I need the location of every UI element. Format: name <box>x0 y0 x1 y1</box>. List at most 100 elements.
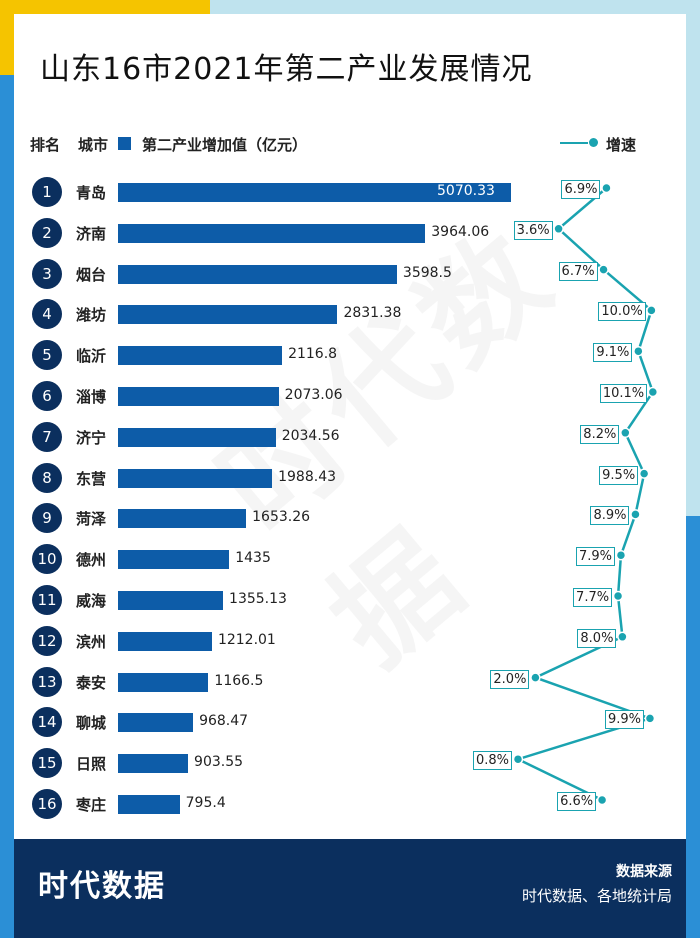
growth-value-label: 0.8% <box>473 751 513 771</box>
footer: 时代数据 数据来源 时代数据、各地统计局 <box>14 839 686 938</box>
value-bar <box>118 795 180 814</box>
value-bar <box>118 346 283 366</box>
city-label: 枣庄 <box>76 796 107 814</box>
frame-top <box>0 0 700 14</box>
growth-point <box>617 631 628 643</box>
city-label: 威海 <box>76 592 107 610</box>
city-label: 济宁 <box>76 428 107 447</box>
rank-badge: 15 <box>32 748 62 779</box>
rank-header: 排名 <box>30 136 61 154</box>
value-bar <box>118 468 273 488</box>
rank-badge: 4 <box>32 299 62 330</box>
value-label: 1355.13 <box>229 591 287 607</box>
growth-point <box>647 386 659 398</box>
rank-badge: 8 <box>32 462 62 493</box>
rank-badge: 3 <box>32 258 62 289</box>
value-label: 2034.56 <box>281 427 340 444</box>
city-label: 菏泽 <box>76 510 107 529</box>
chart-card: 时代数据 山东16市2021年第二产业发展情况 排名 城市 第二产业增加值（亿元… <box>14 14 686 839</box>
rank-badge: 5 <box>32 340 62 371</box>
value-label: 1653.26 <box>252 509 311 526</box>
value-label: 5070.33 <box>437 183 495 199</box>
value-bar <box>118 713 194 733</box>
growth-point <box>598 264 609 275</box>
city-label: 日照 <box>76 755 107 774</box>
growth-header: 增速 <box>606 136 637 154</box>
value-label: 1988.43 <box>278 468 337 485</box>
growth-legend-line <box>560 142 588 144</box>
value-label: 3964.06 <box>431 223 490 240</box>
growth-value-label: 2.0% <box>490 669 530 689</box>
rank-badge: 9 <box>32 503 62 534</box>
city-label: 滨州 <box>76 632 107 651</box>
frame-left <box>0 0 14 938</box>
growth-value-label: 6.6% <box>557 792 597 811</box>
growth-point <box>644 713 656 724</box>
city-label: 淄博 <box>76 388 107 406</box>
value-bar <box>118 550 230 570</box>
growth-value-label: 9.1% <box>593 343 633 363</box>
value-bar <box>118 672 209 692</box>
growth-value-label: 9.9% <box>604 710 644 730</box>
growth-point <box>638 468 650 479</box>
value-label: 2116.8 <box>288 346 338 363</box>
value-label: 968.47 <box>199 713 249 730</box>
value-label: 1166.5 <box>214 672 264 689</box>
growth-value-label: 3.6% <box>513 220 553 240</box>
growth-point <box>620 427 631 439</box>
growth-value-label: 8.0% <box>577 628 617 648</box>
rank-badge: 10 <box>32 544 62 575</box>
rank-badge: 11 <box>32 585 62 615</box>
rank-badge: 16 <box>32 789 62 819</box>
value-label: 1435 <box>235 550 271 567</box>
growth-point <box>553 223 564 235</box>
growth-point <box>512 753 524 765</box>
value-bar <box>118 591 224 610</box>
value-label: 903.55 <box>194 754 244 771</box>
value-label: 2073.06 <box>284 387 343 403</box>
value-bar <box>118 387 279 406</box>
growth-point <box>646 305 657 316</box>
rank-badge: 6 <box>32 381 62 411</box>
source-heading: 数据来源 <box>616 864 672 880</box>
growth-legend-dot <box>589 138 598 147</box>
value-label: 795.4 <box>185 795 226 811</box>
value-bar <box>118 183 511 202</box>
city-header: 城市 <box>78 136 109 154</box>
city-label: 泰安 <box>76 673 107 692</box>
value-bar <box>118 264 397 284</box>
rank-badge: 13 <box>32 666 62 697</box>
frame-right <box>686 0 700 938</box>
value-bar <box>118 754 189 774</box>
growth-point <box>596 794 608 806</box>
growth-line <box>514 187 655 802</box>
city-label: 青岛 <box>76 184 107 202</box>
growth-point <box>633 345 644 357</box>
city-label: 济南 <box>76 224 107 243</box>
growth-value-label: 6.7% <box>558 261 598 281</box>
value-bar <box>118 631 212 651</box>
value-bar <box>118 223 426 243</box>
value-label: 1212.01 <box>217 631 276 648</box>
source-value: 时代数据、各地统计局 <box>521 887 672 905</box>
growth-value-label: 8.9% <box>590 506 630 526</box>
city-label: 临沂 <box>76 347 107 366</box>
growth-point <box>615 549 627 561</box>
city-label: 烟台 <box>76 265 107 284</box>
growth-value-label: 7.9% <box>575 547 615 567</box>
city-label: 东营 <box>76 469 107 488</box>
growth-value-label: 8.2% <box>580 424 620 444</box>
growth-value-label: 10.0% <box>598 302 646 322</box>
city-label: 德州 <box>76 551 107 570</box>
value-label: 3598.5 <box>402 264 452 281</box>
growth-point <box>630 509 641 520</box>
growth-value-label: 7.7% <box>573 588 613 607</box>
value-label: 2831.38 <box>343 305 402 322</box>
chart-title: 山东16市2021年第二产业发展情况 <box>40 52 533 87</box>
rank-badge: 12 <box>32 625 62 656</box>
rank-badge: 1 <box>32 177 62 207</box>
growth-point <box>601 182 612 194</box>
city-label: 聊城 <box>76 714 107 733</box>
growth-value-label: 6.9% <box>561 180 601 199</box>
growth-point <box>530 672 541 683</box>
